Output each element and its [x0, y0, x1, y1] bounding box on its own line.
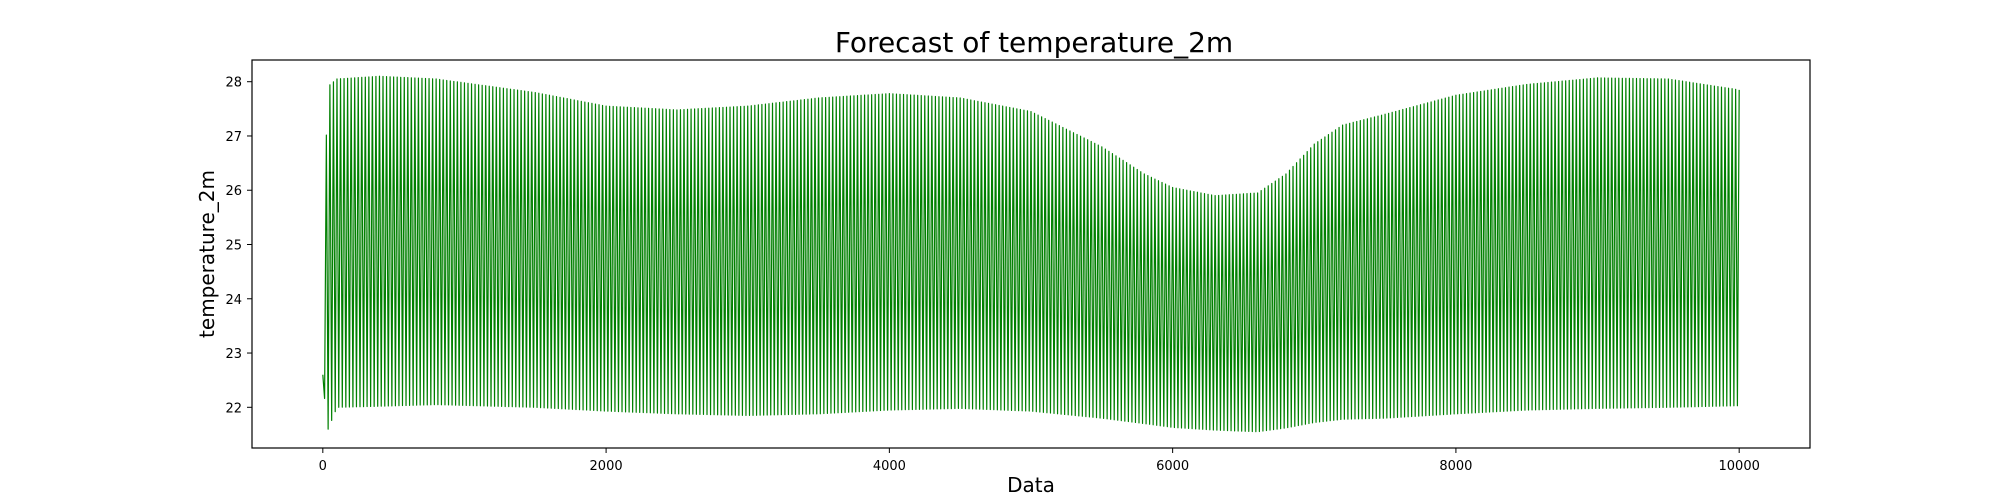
x-tick-label: 8000 [1439, 459, 1472, 474]
y-axis-label: temperature_2m [195, 170, 219, 338]
x-axis-label: Data [1007, 473, 1055, 497]
y-tick-label: 26 [225, 184, 242, 199]
y-tick-label: 25 [225, 239, 242, 254]
x-tick-label: 10000 [1719, 459, 1760, 474]
x-axis-ticks: 0 2000 4000 6000 8000 10000 [319, 448, 1760, 474]
x-tick-label: 0 [319, 459, 327, 474]
plot-area [322, 75, 1740, 433]
chart-title: Forecast of temperature_2m [835, 26, 1233, 59]
y-tick-label: 23 [225, 347, 242, 362]
y-tick-label: 24 [225, 293, 242, 308]
x-tick-label: 2000 [590, 459, 623, 474]
y-tick-label: 22 [225, 401, 242, 416]
y-tick-label: 27 [225, 130, 242, 145]
series-line-0 [322, 75, 1740, 433]
x-tick-label: 6000 [1156, 459, 1189, 474]
x-tick-label: 4000 [873, 459, 906, 474]
y-axis-ticks: 22 23 24 25 26 27 28 [225, 76, 252, 416]
y-tick-label: 28 [225, 76, 242, 91]
axes-frame [251, 59, 1811, 449]
